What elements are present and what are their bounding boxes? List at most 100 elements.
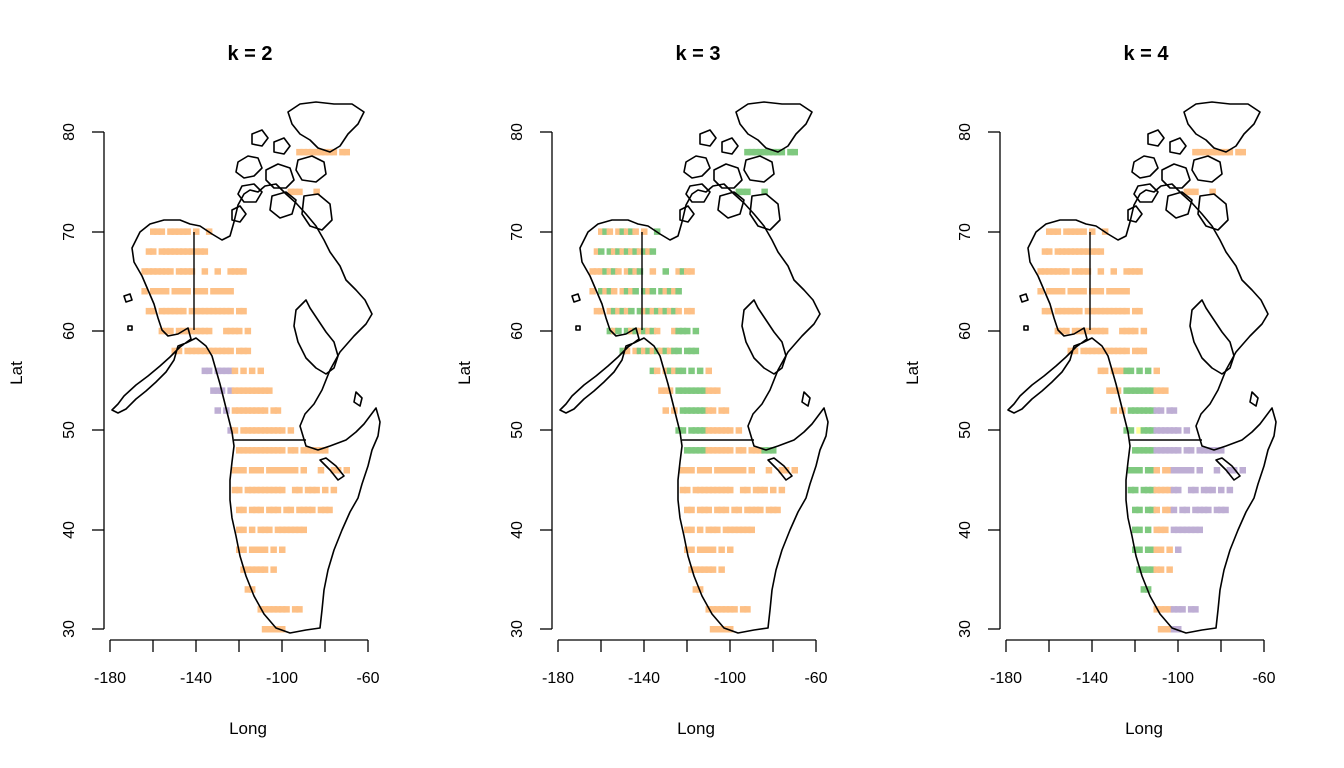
grid-cell-marker: [649, 307, 657, 315]
grid-cell-marker: [1123, 327, 1130, 335]
y-axis-label: Lat: [7, 361, 26, 385]
grid-cell-marker: [1110, 407, 1117, 414]
grid-cell-marker: [223, 288, 230, 295]
grid-cell-marker: [244, 347, 252, 355]
grid-cell-marker: [240, 307, 247, 315]
grid-cell-marker: [304, 486, 312, 494]
grid-cell-marker: [666, 367, 674, 375]
grid-cell-marker: [1080, 248, 1087, 255]
grid-cell-marker: [1218, 506, 1225, 514]
grid-cell-marker: [636, 307, 644, 315]
grid-cell-marker: [636, 268, 644, 275]
grid-cell-marker: [1196, 148, 1203, 156]
grid-cell-marker: [1084, 327, 1092, 335]
grid-cell-marker: [261, 447, 269, 454]
grid-cell-marker: [696, 546, 704, 553]
grid-cell-marker: [610, 327, 618, 335]
grid-cell-marker: [1170, 407, 1178, 414]
grid-cell-marker: [188, 248, 196, 255]
grid-cell-marker: [692, 407, 700, 414]
grid-cell-marker: [223, 307, 230, 315]
grid-cell-marker: [296, 486, 303, 494]
grid-cell-marker: [705, 546, 712, 553]
grid-cell-marker: [778, 467, 786, 474]
grid-cell-marker: [619, 228, 626, 235]
grid-cell-marker: [1162, 427, 1169, 434]
grid-cell-marker: [688, 347, 695, 355]
grid-cell-marker: [158, 248, 166, 255]
grid-cell-marker: [1127, 407, 1135, 414]
grid-cell-marker: [175, 248, 183, 255]
grid-cell-marker: [291, 526, 299, 534]
grid-cell-marker: [1153, 407, 1160, 414]
grid-cell-marker: [1136, 427, 1143, 434]
grid-cell-marker: [778, 486, 786, 494]
grid-cell-marker: [606, 327, 614, 335]
grid-cell-marker: [248, 566, 256, 573]
grid-cell-marker: [714, 387, 721, 394]
grid-cell-marker: [632, 268, 639, 275]
grid-cell-marker: [175, 347, 183, 355]
grid-cell-marker: [1071, 327, 1079, 335]
grid-cell-marker: [1067, 307, 1074, 315]
grid-cell-marker: [662, 367, 669, 375]
grid-cell-marker: [1114, 288, 1122, 295]
grid-cell-marker: [317, 506, 325, 514]
grid-cell-marker: [718, 486, 725, 494]
grid-cell-marker: [684, 467, 691, 474]
grid-cell-marker: [1136, 526, 1143, 534]
grid-cell-marker: [227, 288, 234, 295]
grid-cell-marker: [641, 288, 648, 295]
grid-cell-marker: [1067, 248, 1074, 255]
y-tick-label: 80: [509, 123, 526, 141]
grid-cell-marker: [636, 248, 644, 255]
grid-cell-marker: [193, 248, 200, 255]
grid-cell-marker: [1192, 486, 1199, 494]
grid-cell-marker: [244, 566, 252, 573]
grid-cell-marker: [761, 486, 768, 494]
grid-cell-marker: [261, 526, 269, 534]
grid-cell-marker: [1153, 486, 1160, 494]
grid-cell-marker: [1196, 467, 1203, 474]
grid-cell-marker: [709, 407, 717, 414]
grid-cell-marker: [684, 506, 691, 514]
y-tick-label: 60: [957, 322, 974, 340]
grid-cell-marker: [1119, 307, 1126, 315]
grid-cell-marker: [1063, 307, 1070, 315]
grid-cell-marker: [1166, 506, 1173, 514]
chart-title: k = 2: [227, 43, 272, 65]
grid-cell-marker: [1097, 268, 1105, 275]
grid-cell-marker: [287, 188, 295, 196]
grid-cell-marker: [270, 546, 277, 553]
grid-cell-marker: [714, 526, 721, 534]
grid-cell-marker: [231, 327, 239, 335]
y-tick-label: 40: [61, 521, 78, 539]
grid-cell-marker: [1205, 486, 1212, 494]
grid-cell-marker: [309, 148, 316, 156]
grid-cell-marker: [167, 228, 174, 235]
grid-cell-marker: [1123, 268, 1130, 275]
grid-cell-marker: [240, 526, 247, 534]
grid-cell-marker: [253, 467, 260, 474]
grid-cell-marker: [287, 467, 295, 474]
grid-cell-marker: [1183, 427, 1191, 434]
grid-cell-marker: [589, 288, 596, 295]
grid-cell-marker: [1080, 288, 1087, 295]
grid-cell-marker: [757, 486, 764, 494]
grid-cell-marker: [1089, 248, 1096, 255]
grid-cell-marker: [253, 566, 260, 573]
x-axis: -180 -140 -100 -60: [542, 639, 828, 687]
grid-cell-marker: [1187, 606, 1195, 613]
grid-cell-marker: [735, 467, 743, 474]
grid-cell-marker: [317, 467, 325, 474]
grid-cell-marker: [727, 427, 734, 434]
grid-cell-marker: [248, 447, 256, 454]
grid-cell-marker: [727, 526, 734, 534]
grid-cell-marker: [257, 506, 264, 514]
grid-cell-marker: [1140, 407, 1148, 414]
grid-cell-marker: [261, 407, 269, 414]
grid-cell-marker: [1084, 347, 1092, 355]
x-tick-label: -140: [628, 670, 660, 687]
grid-cell-marker: [248, 427, 256, 434]
